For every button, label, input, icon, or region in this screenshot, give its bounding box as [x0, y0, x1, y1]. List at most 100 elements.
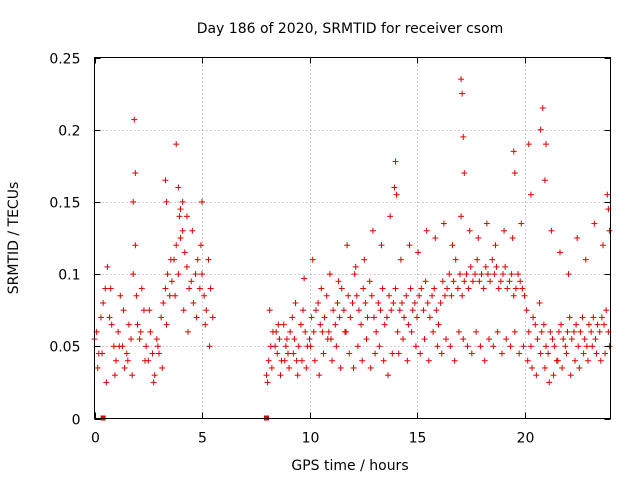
- data-point: [545, 350, 552, 357]
- data-point: [448, 292, 455, 299]
- data-point: [387, 213, 394, 220]
- data-point: [373, 328, 380, 335]
- data-point: [437, 299, 444, 306]
- data-point: [395, 350, 402, 357]
- data-point: [588, 328, 595, 335]
- data-point: [311, 357, 318, 364]
- data-point: [205, 256, 212, 263]
- data-point: [183, 263, 190, 270]
- data-point: [438, 350, 445, 357]
- data-point: [555, 328, 562, 335]
- data-point: [390, 299, 397, 306]
- data-point: [429, 292, 436, 299]
- data-point: [423, 227, 430, 234]
- data-point: [418, 285, 425, 292]
- data-point: [177, 235, 184, 241]
- data-point: [586, 321, 592, 328]
- data-point: [602, 350, 609, 357]
- data-point: [321, 314, 328, 321]
- data-point: [407, 285, 414, 292]
- data-point: [581, 336, 588, 343]
- data-point: [404, 357, 411, 364]
- data-point: [341, 328, 348, 335]
- data-point: [136, 336, 143, 343]
- chart-title: Day 186 of 2020, SRMTID for receiver cso…: [197, 21, 504, 37]
- data-point: [417, 350, 424, 357]
- data-point: [307, 343, 314, 350]
- data-point: [359, 357, 366, 364]
- data-point: [539, 105, 546, 112]
- data-point: [274, 350, 281, 357]
- data-point: [493, 263, 500, 270]
- data-point: [325, 328, 332, 335]
- data-point: [97, 314, 104, 321]
- data-point: [162, 177, 169, 184]
- data-point: [352, 263, 359, 270]
- data-point: [406, 242, 413, 249]
- data-point: [606, 227, 613, 234]
- x-tick-label: 10: [302, 431, 320, 447]
- data-point: [477, 343, 484, 350]
- data-point: [168, 278, 175, 285]
- data-point: [173, 141, 180, 148]
- data-point: [563, 350, 570, 357]
- data-point: [149, 350, 156, 357]
- data-point: [541, 364, 548, 371]
- data-point: [115, 328, 122, 335]
- data-point: [497, 278, 504, 285]
- data-point: [132, 242, 139, 249]
- data-point: [583, 343, 590, 350]
- plot-frame: [94, 57, 611, 419]
- data-point: [203, 307, 210, 314]
- data-point: [199, 271, 205, 278]
- data-point: [124, 357, 131, 364]
- data-point: [163, 198, 170, 205]
- data-point: [315, 299, 322, 306]
- data-point: [597, 357, 604, 364]
- data-point: [318, 285, 325, 292]
- data-point: [473, 328, 480, 335]
- data-point: [194, 256, 201, 263]
- data-point: [206, 343, 213, 350]
- data-point: [273, 328, 280, 335]
- data-point: [530, 314, 537, 321]
- data-point: [543, 343, 549, 350]
- data-point: [147, 328, 154, 335]
- data-point: [441, 292, 448, 299]
- data-point: [298, 357, 305, 364]
- data-point: [207, 285, 214, 292]
- data-point: [454, 285, 461, 292]
- data-point: [421, 336, 428, 343]
- data-point: [487, 278, 494, 285]
- data-point: [266, 307, 273, 314]
- data-point: [128, 336, 135, 343]
- data-point: [120, 307, 127, 314]
- data-point: [532, 321, 539, 328]
- data-point: [330, 307, 337, 314]
- data-point: [537, 126, 544, 133]
- data-point: [547, 328, 554, 335]
- data-point: [397, 256, 404, 263]
- data-point: [443, 336, 450, 343]
- data-point: [444, 285, 451, 292]
- data-point: [534, 336, 541, 343]
- data-point: [117, 292, 124, 299]
- data-point: [500, 271, 506, 278]
- data-point: [150, 379, 157, 386]
- data-point: [312, 307, 319, 314]
- data-point: [506, 278, 513, 285]
- data-point: [415, 249, 422, 256]
- data-point: [100, 299, 107, 306]
- data-point: [426, 314, 433, 321]
- data-point: [431, 285, 438, 292]
- data-point: [546, 379, 553, 386]
- data-point: [457, 271, 463, 278]
- data-point: [142, 357, 149, 364]
- data-point: [525, 328, 532, 335]
- data-point: [562, 343, 569, 350]
- data-point: [277, 372, 284, 379]
- data-point: [518, 220, 525, 227]
- y-tick-label: 0.15: [49, 196, 80, 212]
- data-point: [416, 292, 423, 299]
